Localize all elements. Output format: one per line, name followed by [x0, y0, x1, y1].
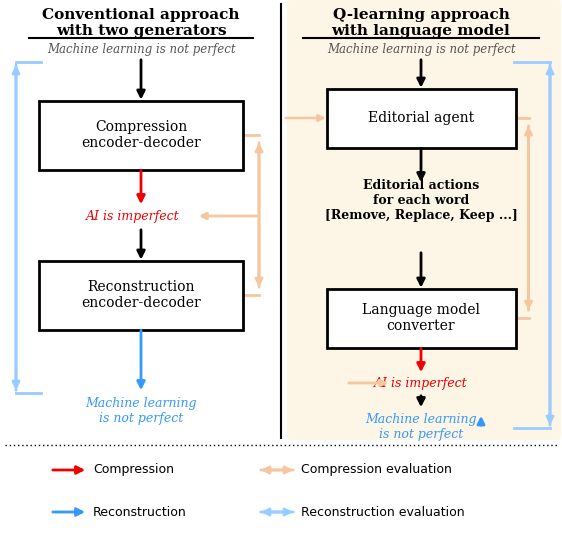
FancyBboxPatch shape: [327, 88, 515, 147]
Text: AI is imperfect: AI is imperfect: [86, 209, 180, 222]
FancyBboxPatch shape: [39, 100, 243, 170]
Text: Editorial agent: Editorial agent: [368, 111, 474, 125]
FancyBboxPatch shape: [327, 288, 515, 348]
Text: Machine learning is not perfect: Machine learning is not perfect: [327, 43, 515, 56]
Text: Conventional approach
with two generators: Conventional approach with two generator…: [42, 8, 240, 38]
Text: Machine learning is not perfect: Machine learning is not perfect: [47, 43, 235, 56]
FancyBboxPatch shape: [39, 260, 243, 329]
Text: Compression: Compression: [93, 464, 174, 477]
FancyBboxPatch shape: [287, 0, 561, 440]
Text: Q-learning approach
with language model: Q-learning approach with language model: [332, 8, 510, 38]
Text: Reconstruction: Reconstruction: [93, 506, 187, 519]
Text: Compression evaluation: Compression evaluation: [301, 464, 452, 477]
Text: Language model
converter: Language model converter: [362, 303, 480, 333]
Text: Compression
encoder-decoder: Compression encoder-decoder: [81, 120, 201, 150]
Text: Reconstruction evaluation: Reconstruction evaluation: [301, 506, 465, 519]
Text: Machine learning
is not perfect: Machine learning is not perfect: [365, 413, 477, 441]
Text: AI is imperfect: AI is imperfect: [374, 376, 468, 390]
Text: Machine learning
is not perfect: Machine learning is not perfect: [85, 397, 197, 425]
Text: Editorial actions
for each word
[Remove, Replace, Keep ...]: Editorial actions for each word [Remove,…: [325, 179, 518, 222]
Text: Reconstruction
encoder-decoder: Reconstruction encoder-decoder: [81, 280, 201, 310]
